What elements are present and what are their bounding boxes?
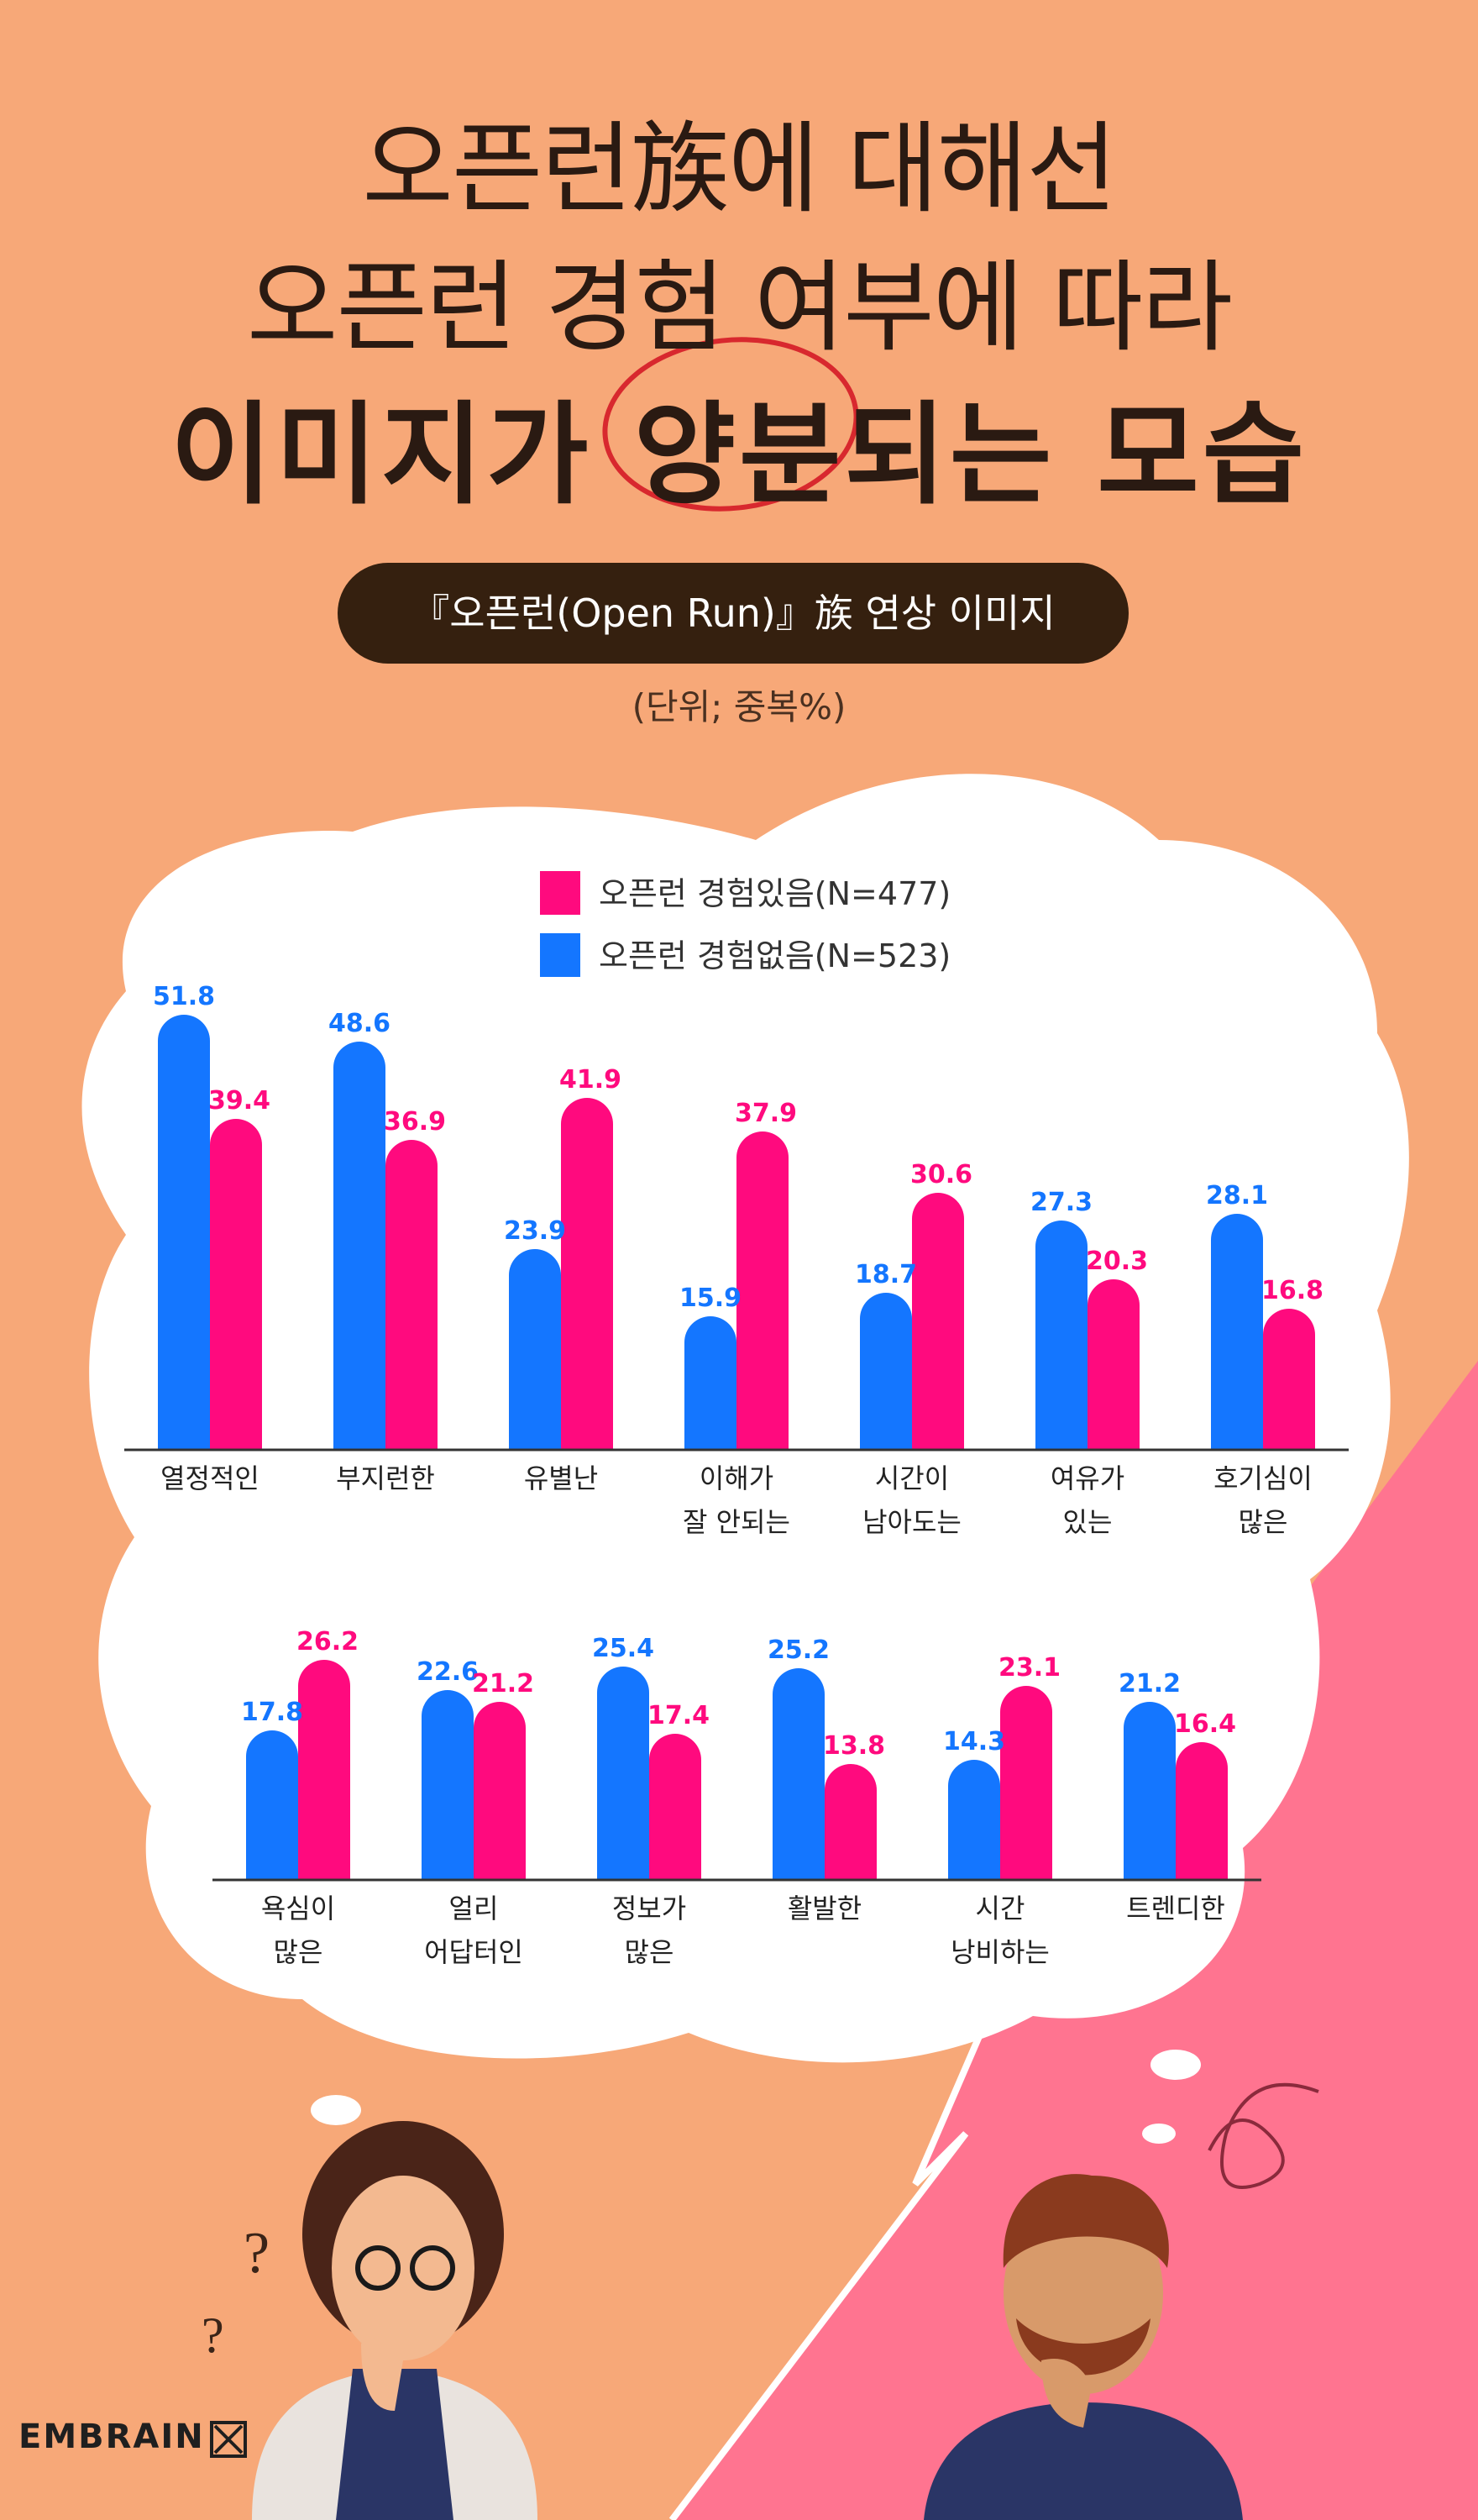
category-label: 잘 안되는 <box>683 1506 790 1538</box>
category-label: 어답터인 <box>424 1936 523 1968</box>
bar-experience <box>649 1734 701 1880</box>
bar-no-experience <box>158 1015 210 1450</box>
unit-label: (단위; 중복%) <box>632 686 846 727</box>
data-label-experience: 20.3 <box>1086 1247 1148 1276</box>
thought-bubble-3 <box>1150 2050 1201 2080</box>
data-label-experience: 17.4 <box>647 1701 710 1730</box>
data-label-no-experience: 51.8 <box>153 982 215 1011</box>
data-label-experience: 23.1 <box>998 1653 1061 1683</box>
bar-no-experience <box>333 1042 385 1450</box>
bar-experience <box>210 1119 262 1450</box>
data-label-no-experience: 48.6 <box>328 1009 390 1038</box>
bar-experience <box>825 1764 877 1880</box>
category-label: 욕심이 <box>261 1893 335 1924</box>
category-label: 시간 <box>976 1893 1025 1924</box>
bar-no-experience <box>509 1249 561 1450</box>
data-label-no-experience: 17.8 <box>241 1698 303 1727</box>
thought-bubble-1 <box>311 2095 361 2125</box>
data-label-no-experience: 21.2 <box>1119 1669 1181 1698</box>
category-label: 얼리 <box>449 1893 499 1924</box>
category-label: 여유가 <box>1051 1462 1124 1494</box>
highlight-circle <box>602 337 859 512</box>
thought-bubble-4 <box>1142 2124 1176 2144</box>
bar-no-experience <box>860 1293 912 1450</box>
spiral-doodle <box>1208 2082 1319 2189</box>
bar-no-experience <box>1035 1221 1088 1450</box>
category-label: 트렌디한 <box>1126 1893 1225 1924</box>
bar-experience <box>561 1098 613 1450</box>
legend-swatch <box>540 933 580 977</box>
data-label-experience: 16.8 <box>1261 1276 1323 1305</box>
data-label-no-experience: 18.7 <box>855 1260 917 1289</box>
bar-experience <box>1000 1686 1052 1880</box>
bar-no-experience <box>1211 1214 1263 1450</box>
category-label: 많은 <box>274 1936 323 1968</box>
bar-no-experience <box>948 1760 1000 1880</box>
data-label-no-experience: 25.2 <box>768 1635 830 1665</box>
category-label: 활발한 <box>788 1893 862 1924</box>
bar-experience <box>298 1660 350 1880</box>
data-label-experience: 16.4 <box>1174 1709 1236 1739</box>
data-label-no-experience: 22.6 <box>417 1657 479 1687</box>
data-label-experience: 41.9 <box>559 1065 621 1095</box>
brand-mark-icon <box>210 2421 247 2458</box>
category-label: 많은 <box>1239 1506 1288 1538</box>
data-label-experience: 26.2 <box>296 1627 359 1656</box>
data-label-experience: 39.4 <box>208 1086 270 1116</box>
data-label-experience: 37.9 <box>735 1099 797 1128</box>
question-mark-icon: ? <box>244 2221 270 2286</box>
bar-no-experience <box>246 1730 298 1880</box>
data-label-no-experience: 15.9 <box>679 1284 742 1313</box>
category-label: 유별난 <box>524 1462 598 1494</box>
bar-experience <box>474 1702 526 1880</box>
woman-thinking-illustration <box>252 2121 537 2520</box>
data-label-no-experience: 23.9 <box>504 1216 566 1246</box>
bar-experience <box>385 1140 438 1450</box>
headline-line-1: 오픈런族에 대해선 <box>362 111 1117 227</box>
bar-no-experience <box>773 1668 825 1880</box>
legend-label: 오픈런 경험없음(N=523) <box>599 937 951 974</box>
chart-subtitle-pill: 『오픈런(Open Run)』族 연상 이미지 <box>338 563 1129 664</box>
bar-no-experience <box>597 1667 649 1880</box>
bar-no-experience <box>684 1316 736 1450</box>
legend-label: 오픈런 경험있음(N=477) <box>599 875 951 912</box>
data-label-no-experience: 28.1 <box>1206 1181 1268 1210</box>
category-label: 이해가 <box>700 1462 773 1494</box>
legend-swatch <box>540 871 580 915</box>
data-label-no-experience: 14.3 <box>943 1727 1005 1756</box>
bar-no-experience <box>422 1690 474 1880</box>
category-label: 부지런한 <box>336 1462 435 1494</box>
category-label: 많은 <box>625 1936 674 1968</box>
data-label-no-experience: 27.3 <box>1030 1188 1093 1217</box>
bar-experience <box>912 1193 964 1450</box>
category-label: 정보가 <box>612 1893 686 1924</box>
bar-experience <box>1263 1309 1315 1450</box>
data-label-experience: 13.8 <box>823 1731 885 1761</box>
category-label: 있는 <box>1063 1506 1113 1538</box>
bar-experience <box>1176 1742 1228 1880</box>
bar-no-experience <box>1124 1702 1176 1880</box>
data-label-experience: 36.9 <box>384 1107 446 1137</box>
brand-logo: EMBRAIN <box>18 2418 205 2456</box>
category-label: 낭비하는 <box>951 1936 1050 1968</box>
data-label-experience: 30.6 <box>910 1160 972 1189</box>
data-label-experience: 21.2 <box>472 1669 534 1698</box>
bar-experience <box>1088 1279 1140 1450</box>
man-thinking-illustration <box>924 2174 1243 2520</box>
headline-line-2: 오픈런 경험 여부에 따라 <box>246 249 1233 365</box>
category-label: 남아도는 <box>862 1506 962 1538</box>
question-mark-icon: ? <box>202 2307 224 2363</box>
headline-line-3: 이미지가 양분되는 모습 <box>170 391 1308 520</box>
data-label-no-experience: 25.4 <box>592 1634 654 1663</box>
bar-experience <box>736 1131 789 1450</box>
category-label: 시간이 <box>875 1462 949 1494</box>
category-label: 호기심이 <box>1213 1462 1313 1494</box>
category-label: 열정적인 <box>160 1462 259 1494</box>
